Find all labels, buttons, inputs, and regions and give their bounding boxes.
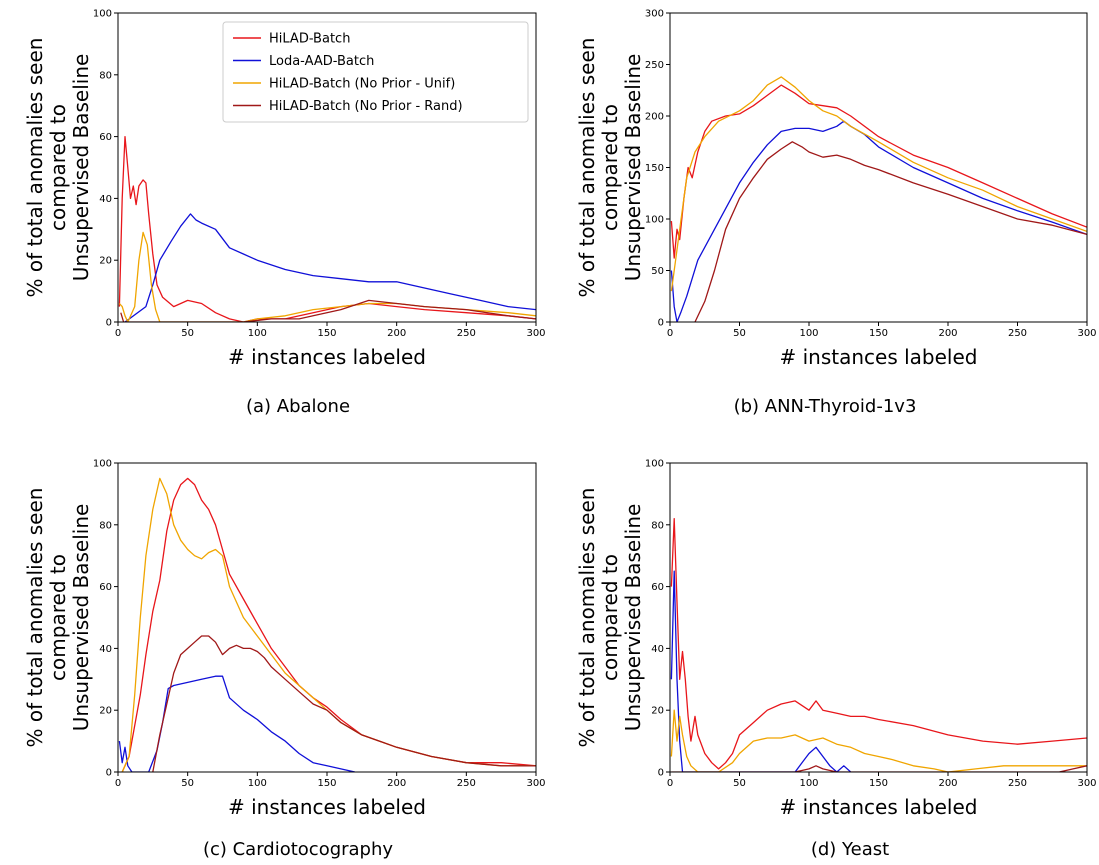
- y-tick-label: 80: [651, 520, 664, 531]
- y-tick-label: 100: [645, 459, 664, 470]
- x-tick-label: 0: [115, 328, 121, 339]
- legend: HiLAD-Batch Loda-AAD-Batch HiLAD-Batch (No…: [223, 22, 528, 122]
- y-tick-label: 60: [99, 132, 112, 143]
- legend-entry-hilad: HiLAD-Batch: [269, 32, 350, 47]
- x-tick-label: 50: [181, 778, 194, 789]
- x-tick-label: 100: [248, 328, 267, 339]
- x-tick-label: 50: [733, 778, 746, 789]
- x-tick-label: 300: [526, 778, 545, 789]
- y-axis-label-line: Unsupervised Baseline: [69, 54, 93, 282]
- y-axis-label-line: % of total anomalies seen: [575, 38, 599, 298]
- x-tick-label: 100: [799, 328, 818, 339]
- y-axis-label-line: compared to: [598, 554, 622, 681]
- x-tick-label: 250: [1008, 328, 1027, 339]
- x-tick-label: 0: [115, 778, 121, 789]
- x-tick-label: 50: [181, 328, 194, 339]
- x-axis-label: # instances labeled: [228, 345, 426, 369]
- x-tick-label: 100: [248, 778, 267, 789]
- y-tick-label: 40: [99, 644, 112, 655]
- x-tick-label: 0: [667, 328, 673, 339]
- y-tick-label: 200: [645, 112, 664, 123]
- x-tick-label: 200: [387, 778, 406, 789]
- y-tick-label: 60: [651, 582, 664, 593]
- y-tick-label: 20: [651, 706, 664, 717]
- y-axis-label-line: % of total anomalies seen: [23, 488, 47, 748]
- x-tick-label: 150: [869, 778, 888, 789]
- y-axis-label-line: compared to: [46, 104, 70, 231]
- y-tick-label: 100: [93, 459, 112, 470]
- y-tick-label: 0: [106, 318, 112, 329]
- panel-caption: (c) Cardiotocography: [203, 839, 393, 860]
- y-tick-label: 0: [658, 318, 664, 329]
- x-tick-label: 100: [799, 778, 818, 789]
- x-tick-label: 200: [938, 778, 957, 789]
- x-tick-label: 300: [1077, 778, 1096, 789]
- y-tick-label: 40: [651, 644, 664, 655]
- x-tick-label: 250: [457, 328, 476, 339]
- x-tick-label: 300: [1077, 328, 1096, 339]
- y-tick-label: 150: [645, 163, 664, 174]
- panel-caption: (b) ANN-Thyroid-1v3: [734, 396, 917, 417]
- x-axis-label: # instances labeled: [780, 345, 978, 369]
- x-tick-label: 0: [667, 778, 673, 789]
- y-tick-label: 0: [106, 768, 112, 779]
- x-tick-label: 50: [733, 328, 746, 339]
- y-tick-label: 100: [645, 215, 664, 226]
- y-axis-label-line: Unsupervised Baseline: [621, 54, 645, 282]
- legend-entry-unif: HiLAD-Batch (No Prior - Unif): [269, 77, 455, 92]
- y-tick-label: 100: [93, 9, 112, 20]
- y-axis-label-line: compared to: [598, 104, 622, 231]
- legend-entry-rand: HiLAD-Batch (No Prior - Rand): [269, 99, 463, 114]
- y-axis-label-line: % of total anomalies seen: [575, 488, 599, 748]
- x-tick-label: 300: [526, 328, 545, 339]
- y-tick-label: 20: [99, 706, 112, 717]
- x-tick-label: 150: [869, 328, 888, 339]
- y-tick-label: 80: [99, 520, 112, 531]
- y-axis-label-line: % of total anomalies seen: [23, 38, 47, 298]
- y-tick-label: 20: [99, 256, 112, 267]
- x-tick-label: 250: [1008, 778, 1027, 789]
- y-axis-label-line: Unsupervised Baseline: [621, 504, 645, 732]
- x-tick-label: 200: [938, 328, 957, 339]
- y-tick-label: 40: [99, 194, 112, 205]
- x-tick-label: 150: [317, 778, 336, 789]
- y-axis-label-line: Unsupervised Baseline: [69, 504, 93, 732]
- panel-caption: (a) Abalone: [246, 396, 350, 417]
- y-tick-label: 0: [658, 768, 664, 779]
- x-axis-label: # instances labeled: [780, 795, 978, 819]
- y-tick-label: 250: [645, 60, 664, 71]
- y-tick-label: 60: [99, 582, 112, 593]
- x-tick-label: 200: [387, 328, 406, 339]
- y-tick-label: 300: [645, 9, 664, 20]
- legend-entry-loda: Loda-AAD-Batch: [269, 54, 374, 69]
- x-axis-label: # instances labeled: [228, 795, 426, 819]
- panel-caption: (d) Yeast: [811, 839, 889, 860]
- y-axis-label-line: compared to: [46, 554, 70, 681]
- x-tick-label: 250: [457, 778, 476, 789]
- x-tick-label: 150: [317, 328, 336, 339]
- y-tick-label: 50: [651, 266, 664, 277]
- y-tick-label: 80: [99, 70, 112, 81]
